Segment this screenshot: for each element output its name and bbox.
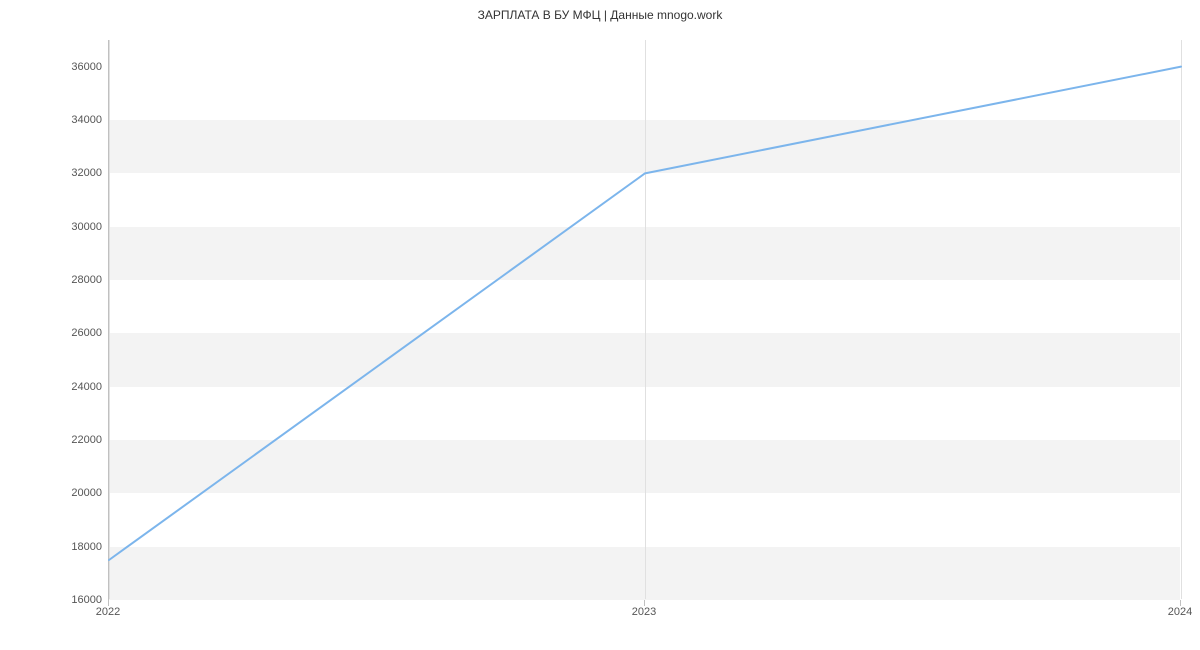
y-tick-label: 28000 [71, 274, 102, 286]
chart-title: ЗАРПЛАТА В БУ МФЦ | Данные mnogo.work [0, 0, 1200, 22]
y-tick-label: 30000 [71, 221, 102, 233]
y-tick-label: 36000 [71, 61, 102, 73]
y-tick-label: 32000 [71, 167, 102, 179]
y-tick-label: 20000 [71, 487, 102, 499]
y-tick-label: 18000 [71, 541, 102, 553]
x-tick-label: 2024 [1168, 606, 1192, 618]
line-series [109, 40, 1180, 599]
x-tick-label: 2022 [96, 606, 120, 618]
plot-area [108, 40, 1180, 600]
y-tick-label: 22000 [71, 434, 102, 446]
y-tick-label: 16000 [71, 594, 102, 606]
y-tick-label: 24000 [71, 381, 102, 393]
vgrid [1181, 40, 1182, 599]
x-tick-label: 2023 [632, 606, 656, 618]
chart-container: 16000 18000 20000 22000 24000 26000 28000 30000… [0, 30, 1200, 630]
y-tick-label: 26000 [71, 327, 102, 339]
y-tick-label: 34000 [71, 114, 102, 126]
